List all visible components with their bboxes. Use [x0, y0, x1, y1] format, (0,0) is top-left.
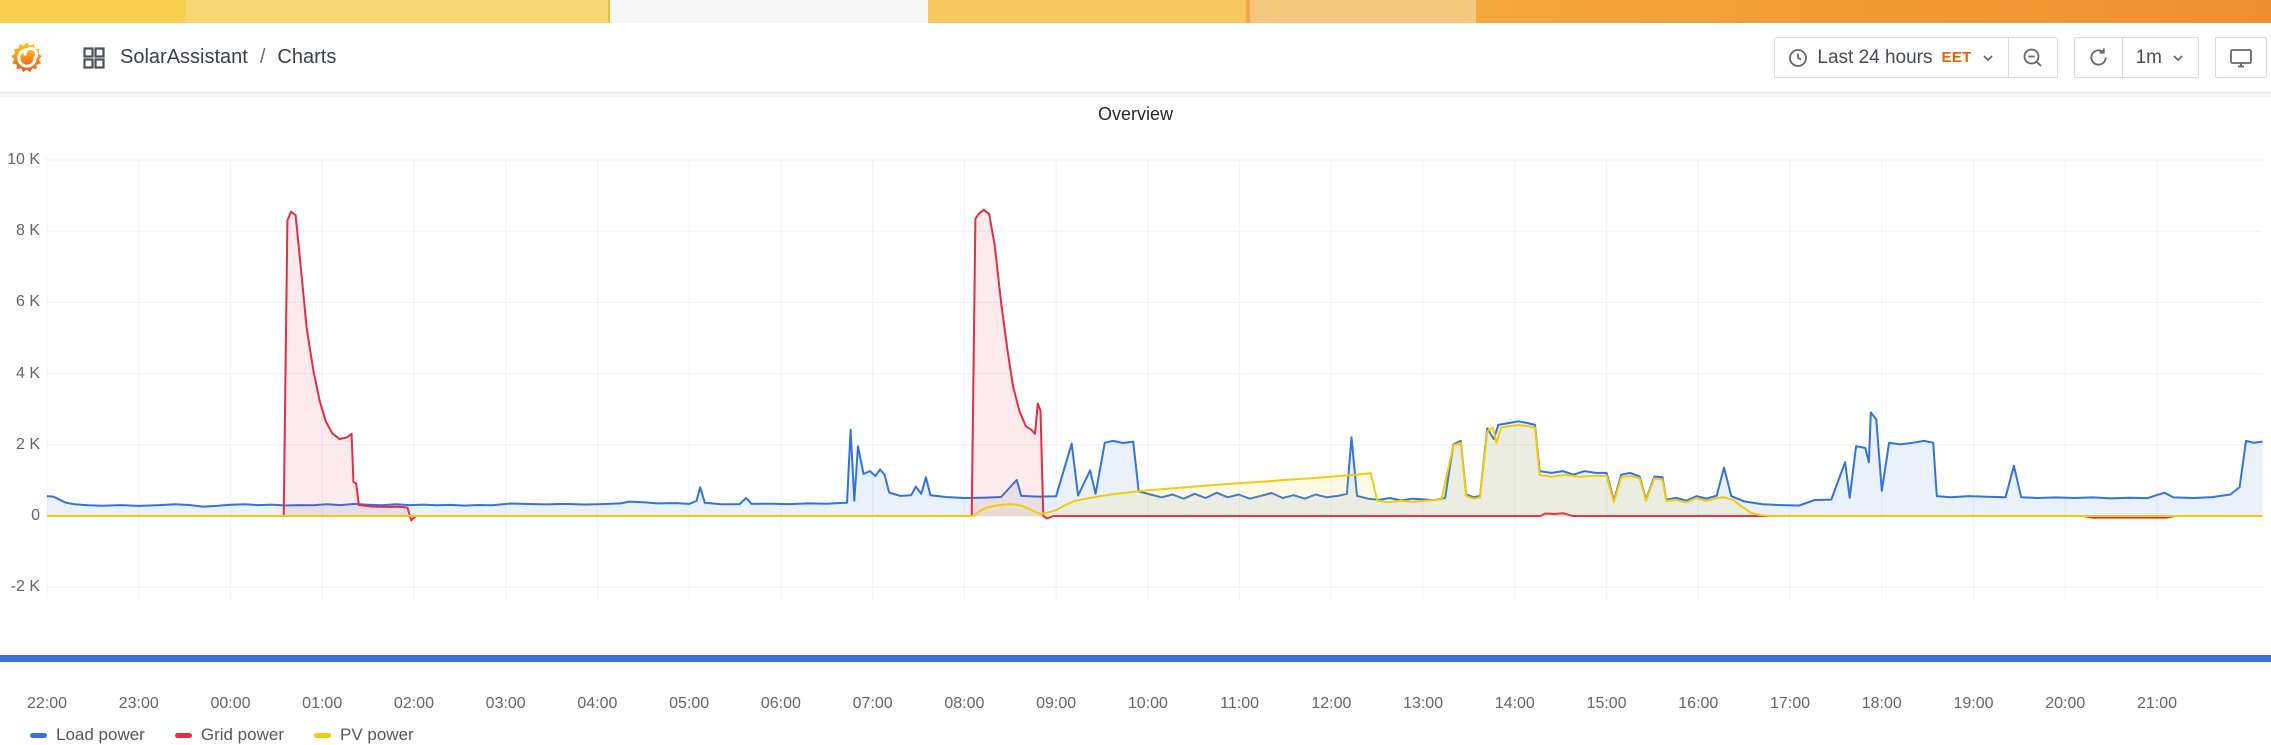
x-tick-label: 13:00	[1403, 695, 1444, 712]
legend-label: Load power	[56, 725, 145, 744]
x-tick-label: 07:00	[852, 695, 893, 712]
x-tick-label: 18:00	[1861, 695, 1902, 712]
refresh-interval-value: 1m	[2135, 46, 2162, 68]
timezone-label: EET	[1941, 49, 1972, 66]
y-tick-label: 6 K	[15, 293, 40, 311]
legend-label: Grid power	[200, 725, 284, 744]
y-tick-label: 2 K	[15, 435, 40, 453]
y-tick-label: 10 K	[7, 151, 40, 168]
x-tick-label: 16:00	[1678, 695, 1719, 712]
chart-legend: Load power Grid power PV power	[30, 725, 414, 745]
browser-tab-strip	[0, 0, 2271, 23]
time-range-picker[interactable]: Last 24 hours EET	[1775, 38, 2007, 77]
browser-tab[interactable]	[928, 0, 1250, 23]
y-tick-label: 4 K	[15, 364, 40, 382]
legend-swatch-icon	[313, 732, 331, 738]
overview-panel: Overview 22:00 23:00 00:00 01:00 02:00 03:00 0…	[0, 97, 2271, 744]
x-tick-label: 22:00	[26, 695, 68, 712]
y-tick-label: 8 K	[15, 222, 40, 240]
x-tick-label: 21:00	[2136, 695, 2178, 712]
x-tick-label: 17:00	[1770, 695, 1811, 712]
breadcrumb: SolarAssistant / Charts	[120, 46, 336, 69]
legend-item[interactable]: Grid power	[174, 725, 284, 745]
refresh-button[interactable]	[2075, 38, 2122, 77]
browser-tab[interactable]	[1250, 0, 1476, 23]
legend-item[interactable]: PV power	[313, 725, 414, 745]
kiosk-mode-button[interactable]	[2216, 38, 2266, 77]
browser-tab-active[interactable]	[610, 0, 928, 23]
x-tick-label: 02:00	[393, 695, 434, 712]
x-tick-label: 12:00	[1311, 695, 1352, 712]
x-tick-label: 08:00	[944, 695, 985, 712]
legend-label: PV power	[339, 725, 414, 744]
zoom-out-icon	[2022, 47, 2044, 69]
x-tick-label: 19:00	[1953, 695, 1994, 712]
browser-tab[interactable]	[0, 0, 186, 23]
x-tick-label: 14:00	[1494, 695, 1535, 712]
header-toolbar: Last 24 hours EET	[1774, 37, 2267, 78]
x-tick-label: 03:00	[485, 695, 526, 712]
breadcrumb-separator: /	[259, 46, 266, 68]
legend-item[interactable]: Load power	[30, 725, 145, 745]
chevron-down-icon	[1981, 51, 1995, 65]
panel-title[interactable]: Overview	[1097, 104, 1173, 124]
grafana-logo[interactable]	[10, 41, 44, 75]
apps-grid-icon[interactable]	[82, 46, 106, 70]
x-tick-label: 09:00	[1036, 695, 1077, 712]
x-tick-label: 20:00	[2045, 695, 2086, 712]
x-tick-label: 23:00	[118, 695, 159, 712]
zoom-out-button[interactable]	[2007, 38, 2057, 77]
chevron-down-icon	[2171, 51, 2185, 65]
breadcrumb-page[interactable]: Charts	[277, 46, 337, 68]
dashboard-background	[0, 93, 2271, 97]
legend-swatch-icon	[30, 732, 47, 738]
refresh-icon	[2088, 47, 2109, 68]
x-tick-label: 01:00	[302, 695, 343, 712]
x-tick-label: 05:00	[669, 695, 710, 712]
breadcrumb-app[interactable]: SolarAssistant	[120, 46, 248, 68]
x-tick-label: 10:00	[1127, 695, 1168, 712]
refresh-interval-dropdown[interactable]: 1m	[2121, 38, 2198, 77]
legend-swatch-icon	[174, 732, 192, 738]
x-tick-label: 00:00	[210, 695, 251, 712]
x-tick-label: 15:00	[1586, 695, 1627, 712]
clock-icon	[1788, 48, 1808, 68]
grafana-header: SolarAssistant / Charts Last 24 hours EE…	[0, 23, 2271, 93]
y-tick-label: -2 K	[10, 578, 40, 596]
browser-tab[interactable]	[1476, 0, 2271, 23]
x-tick-label: 06:00	[760, 695, 801, 712]
x-tick-label: 04:00	[577, 695, 618, 712]
monitor-icon	[2229, 47, 2253, 69]
y-tick-label: 0	[31, 507, 40, 524]
browser-tab[interactable]	[186, 0, 610, 23]
x-tick-label: 11:00	[1220, 695, 1260, 712]
bottom-strip	[0, 655, 2271, 662]
time-range-label: Last 24 hours	[1817, 46, 1933, 68]
